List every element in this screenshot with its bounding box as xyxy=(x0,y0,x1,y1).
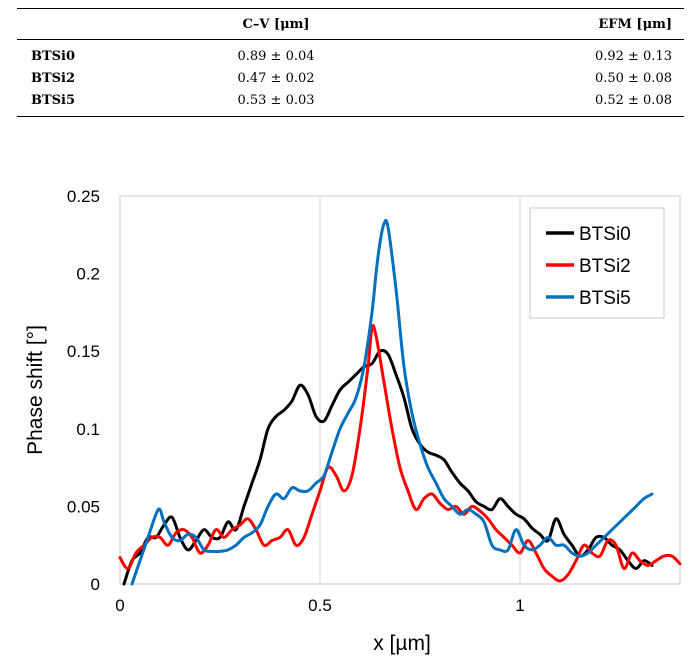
phase-shift-chart: 0 0.5 1 0 0.05 0.1 0.15 0.2 0.25 x [µm] Phase sh… xyxy=(24,187,682,655)
results-table-container: C–V [μm] EFM [μm] BTSi0 0.89 ± 0.04 0.92… xyxy=(17,8,684,117)
table-cell: 0.53 ± 0.03 xyxy=(237,92,315,108)
y-tick-label: 0.25 xyxy=(67,187,100,206)
plot-area-border xyxy=(119,195,681,585)
table-header-cell: EFM [μm] xyxy=(598,16,672,32)
table-cell: 0.89 ± 0.04 xyxy=(237,48,315,64)
table-cell: BTSi5 xyxy=(31,92,76,108)
y-axis-title: Phase shift [°] xyxy=(24,325,47,455)
table-cell: 0.47 ± 0.02 xyxy=(237,70,315,86)
x-tick-label: 1 xyxy=(515,596,524,615)
x-axis-title: x [µm] xyxy=(373,632,431,655)
table-header-cell xyxy=(17,9,161,40)
x-tick-label: 0.5 xyxy=(308,596,332,615)
x-tick-label: 0 xyxy=(115,596,124,615)
table-row: BTSi0 0.89 ± 0.04 0.92 ± 0.13 xyxy=(17,40,684,68)
legend: BTSi0 BTSi2 BTSi5 xyxy=(529,207,665,319)
grid-lines xyxy=(319,196,521,584)
table-cell: 0.50 ± 0.08 xyxy=(594,70,672,86)
legend-label-btsi5: BTSi5 xyxy=(579,288,631,309)
table-cell: BTSi2 xyxy=(31,70,76,86)
table-cell: 0.92 ± 0.13 xyxy=(594,48,672,64)
table-cell: 0.52 ± 0.08 xyxy=(594,92,672,108)
y-tick-label: 0 xyxy=(91,575,100,594)
series-line-btsi5 xyxy=(130,218,654,586)
y-tick-label: 0.2 xyxy=(76,265,100,284)
table-row: BTSi5 0.53 ± 0.03 0.52 ± 0.08 xyxy=(17,89,684,117)
data-series xyxy=(118,218,682,586)
table-header-row: C–V [μm] EFM [μm] xyxy=(17,8,684,40)
table-cell: BTSi0 xyxy=(31,48,76,64)
legend-label-btsi0: BTSi0 xyxy=(579,224,631,245)
axis-ticks: 0 0.5 1 0 0.05 0.1 0.15 0.2 0.25 xyxy=(67,187,525,615)
legend-box xyxy=(529,207,665,319)
y-tick-label: 0.1 xyxy=(76,420,100,439)
y-tick-label: 0.05 xyxy=(67,497,100,516)
y-tick-label: 0.15 xyxy=(67,342,100,361)
legend-label-btsi2: BTSi2 xyxy=(579,256,631,277)
table-row: BTSi2 0.47 ± 0.02 0.50 ± 0.08 xyxy=(17,67,684,89)
series-line-btsi2 xyxy=(118,324,682,583)
table-header-cell: C–V [μm] xyxy=(242,16,310,32)
results-table: C–V [μm] EFM [μm] BTSi0 0.89 ± 0.04 0.92… xyxy=(17,8,684,117)
